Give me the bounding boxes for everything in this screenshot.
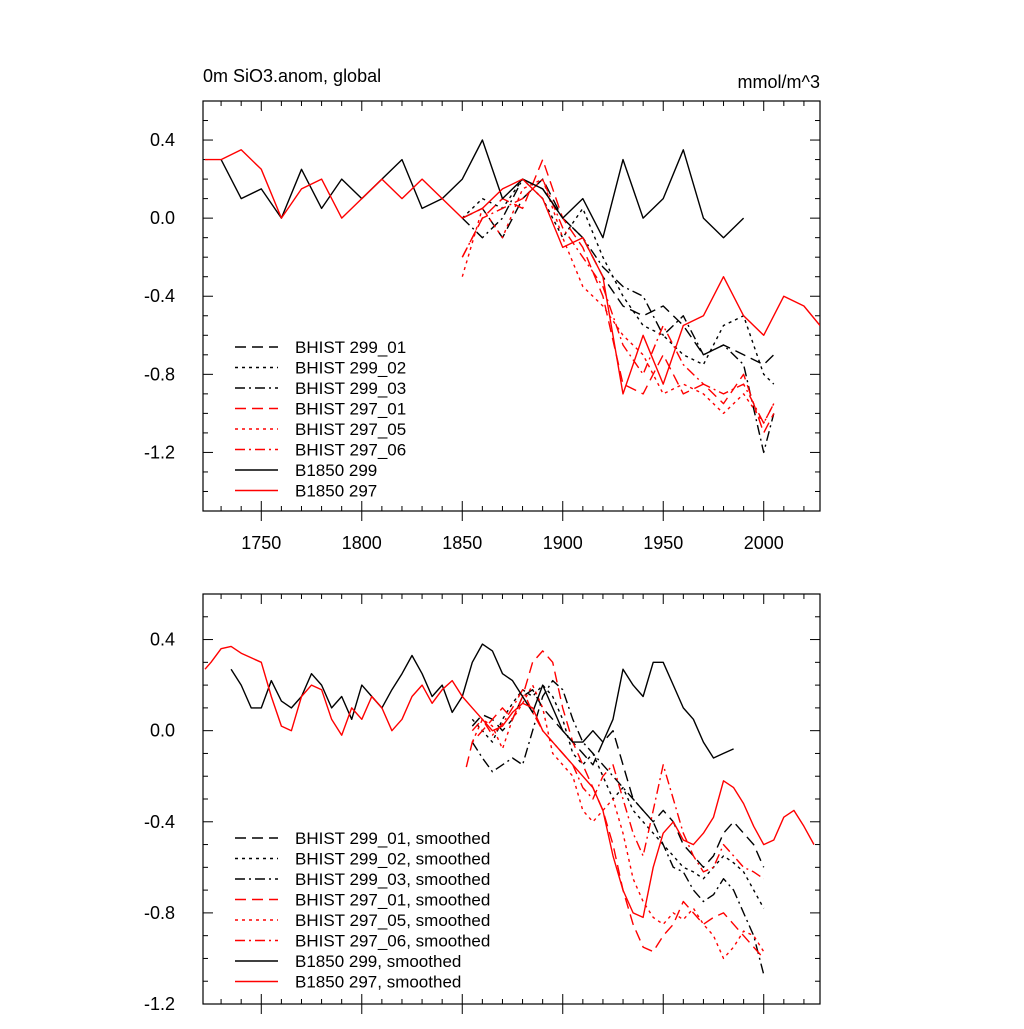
legend-label: BHIST 299_02, smoothed	[295, 850, 490, 869]
legend-label: BHIST 297_01	[295, 400, 406, 419]
y-tick-label: 0.0	[150, 208, 175, 228]
series-line-bhist-299-01-smoothed	[471, 689, 765, 868]
series-line-bhist-297-05-smoothed	[471, 684, 765, 960]
series-line-bhist-297-06-smoothed	[471, 689, 765, 880]
legend-label: BHIST 297_06	[295, 441, 406, 460]
chart-title: 0m SiO3.anom, global	[203, 66, 381, 86]
legend-label: BHIST 297_05, smoothed	[295, 911, 490, 930]
legend-label: BHIST 297_06, smoothed	[295, 932, 490, 951]
y-tick-label: -1.2	[144, 994, 175, 1014]
legend-label: B1850 299	[295, 461, 377, 480]
legend-label: B1850 297, smoothed	[295, 973, 461, 992]
x-tick-label: 2000	[744, 533, 784, 553]
legend-label: BHIST 297_05	[295, 420, 406, 439]
legend-label: B1850 299, smoothed	[295, 952, 461, 971]
legend-label: BHIST 299_03, smoothed	[295, 870, 490, 889]
legend-label: BHIST 297_01, smoothed	[295, 891, 490, 910]
series-line-bhist-299-03	[461, 178, 775, 454]
legend-label: BHIST 299_01, smoothed	[295, 829, 490, 848]
x-tick-label: 1750	[241, 533, 281, 553]
x-tick-label: 1950	[643, 533, 683, 553]
series-line-bhist-299-02	[461, 178, 775, 385]
series-line-b1850-299-smoothed	[230, 643, 734, 759]
plot-frame	[202, 100, 821, 512]
series-line-bhist-297-05	[461, 178, 775, 424]
bottom-panel: -1.2 -0.8 -0.4 0.0 0.4 BHIST 299_01, smoothed…	[144, 593, 821, 1014]
y-tick-label: -0.8	[144, 903, 175, 923]
top-panel: 0m SiO3.anom, global mmol/m^3 1750 1800 18…	[144, 66, 821, 553]
legend-label: BHIST 299_02	[295, 359, 406, 378]
legend-label: BHIST 299_03	[295, 379, 406, 398]
series-line-bhist-299-03-smoothed	[471, 679, 765, 975]
x-tick-label: 1800	[342, 533, 382, 553]
series-line-bhist-299-01	[461, 178, 775, 366]
series-line-b1850-297-smoothed	[204, 645, 815, 919]
y-tick-label: -0.4	[144, 286, 175, 306]
x-tick-label: 1850	[442, 533, 482, 553]
series-line-bhist-299-02-smoothed	[471, 684, 765, 909]
y-tick-label: -0.8	[144, 364, 175, 384]
chart-units: mmol/m^3	[738, 72, 820, 92]
legend-label: B1850 297	[295, 482, 377, 501]
series-line-b1850-297	[205, 149, 820, 395]
y-tick-label: -0.4	[144, 812, 175, 832]
series-line-b1850-299	[220, 139, 745, 239]
y-tick-label: 0.0	[150, 721, 175, 741]
y-tick-label: 0.4	[150, 130, 175, 150]
y-tick-label: -1.2	[144, 442, 175, 462]
series-line-bhist-297-06	[461, 178, 775, 424]
legend-label: BHIST 299_01	[295, 338, 406, 357]
y-tick-label: 0.4	[150, 630, 175, 650]
x-tick-label: 1900	[543, 533, 583, 553]
